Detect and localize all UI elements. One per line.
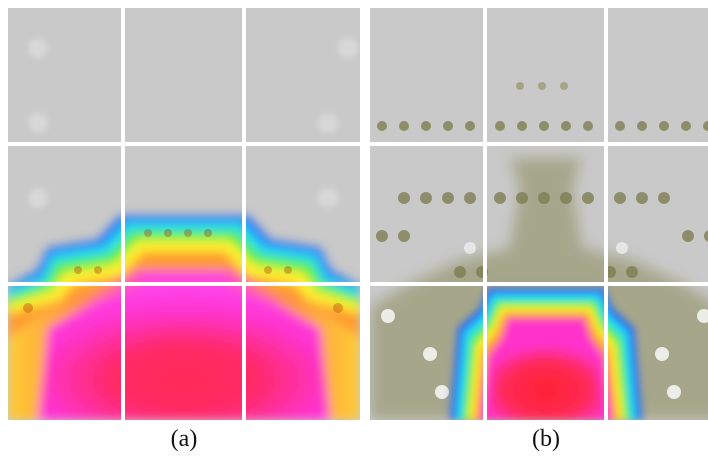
panel-a-heatmap-image xyxy=(8,8,360,420)
panel-a-dot-lattice xyxy=(23,229,343,313)
caption-b: (b) xyxy=(532,426,560,452)
caption-a: (a) xyxy=(170,426,198,452)
panel-a-heat-dome xyxy=(8,216,360,420)
panel-b-heatmap-image xyxy=(370,8,708,420)
panel-a-gray-speckles xyxy=(28,38,358,208)
panel-a-svg xyxy=(8,8,360,420)
panel-b-white-spots xyxy=(381,242,708,399)
panel-a-grid-lines xyxy=(8,8,360,420)
panel-b-grid-lines xyxy=(370,8,708,420)
panel-b-heat-blob xyxy=(450,288,642,420)
panel-b-svg xyxy=(370,8,708,420)
